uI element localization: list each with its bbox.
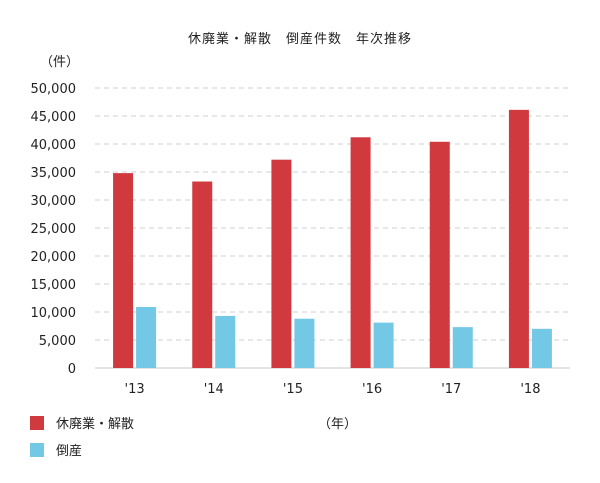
y-tick-label: 50,000 [31,82,77,97]
x-tick-label: '14 [204,382,224,397]
y-tick-label: 0 [68,362,76,377]
legend-item-closure: 休廃業・解散 [30,413,134,432]
x-tick-label: '13 [125,382,145,397]
bar-bankruptcy [531,328,552,368]
y-tick-label: 35,000 [31,166,77,181]
x-tick-label: '16 [362,382,382,397]
bar-closure [350,137,371,368]
y-tick-label: 5,000 [39,334,76,349]
bar-closure [508,109,529,368]
legend-swatch-bankruptcy [30,442,44,457]
x-tick-label: '18 [520,382,540,397]
legend-label-closure: 休廃業・解散 [56,417,135,432]
bar-bankruptcy [136,306,157,368]
y-axis-label: （件） [40,55,80,70]
legend-item-bankruptcy: 倒産 [30,440,82,459]
bar-bankruptcy [294,318,315,368]
bar-closure [271,159,292,368]
x-tick-label: '15 [283,382,303,397]
y-tick-label: 40,000 [31,138,77,153]
y-tick-label: 15,000 [31,278,77,293]
y-tick-label: 25,000 [31,222,77,237]
y-tick-label: 20,000 [31,250,77,265]
y-tick-label: 45,000 [31,110,77,125]
legend-label-bankruptcy: 倒産 [56,444,83,459]
bar-bankruptcy [373,322,394,368]
legend-swatch-closure [30,415,44,430]
bar-bankruptcy [452,327,473,368]
y-tick-label: 10,000 [31,306,77,321]
bar-closure [429,141,450,368]
x-axis-label: （年） [318,417,358,432]
bar-closure [113,173,134,368]
chart-title: 休廃業・解散 倒産件数 年次推移 [187,32,412,47]
x-tick-label: '17 [441,382,461,397]
bar-bankruptcy [215,315,236,368]
bar-closure [192,181,213,368]
y-tick-label: 30,000 [31,194,77,209]
